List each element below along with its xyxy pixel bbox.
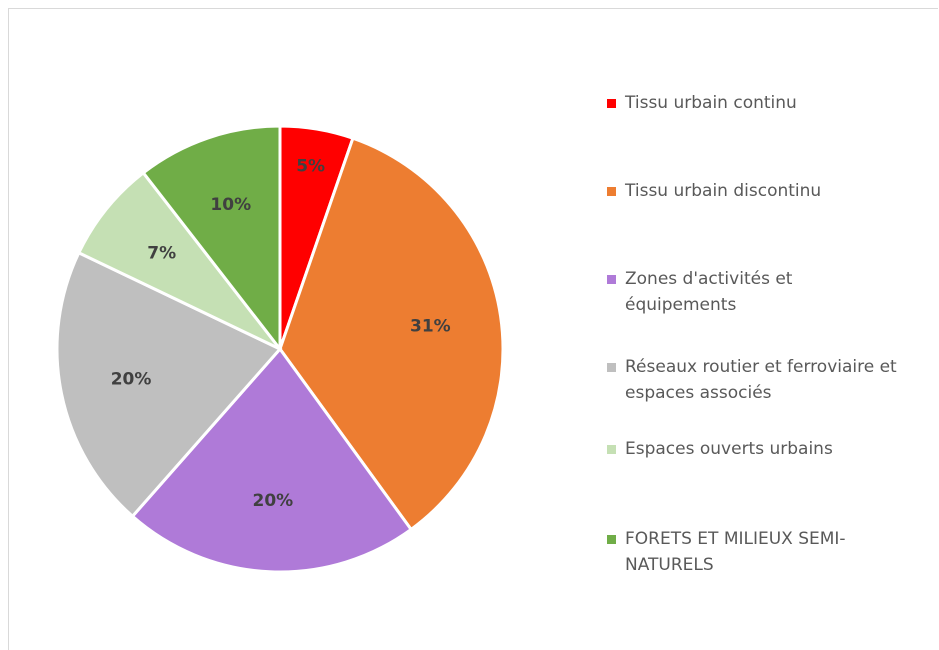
legend-swatch [607, 535, 616, 544]
pie-slice-forets-et-milieux-semi-naturels [141, 124, 282, 354]
data-label-espaces-ouverts-urbains: 7% [147, 244, 176, 264]
legend-swatch [607, 275, 616, 284]
pie-slice-espaces-ouverts-urbains [76, 170, 282, 351]
legend-swatch [607, 99, 616, 108]
pie-slice-zones-d-activites-et-equipements [130, 346, 414, 574]
legend-swatch [607, 187, 616, 196]
legend-swatch [607, 363, 616, 372]
data-label-reseaux-routier-et-ferroviaire-et-espaces-associes: 20% [111, 369, 152, 389]
legend-label: Zones d'activités et équipements [625, 269, 793, 315]
data-label-tissu-urbain-discontinu: 31% [410, 317, 451, 337]
data-label-tissu-urbain-continu: 5% [296, 157, 325, 177]
legend-swatch [607, 445, 616, 454]
legend-label: Réseaux routier et ferroviaire et espace… [625, 357, 897, 403]
pie-slice-reseaux-routier-et-ferroviaire-et-espaces-associes [55, 250, 283, 519]
legend-label: Tissu urbain discontinu [625, 181, 822, 201]
data-label-forets-et-milieux-semi-naturels: 10% [210, 195, 251, 215]
legend-label: Espaces ouverts urbains [625, 439, 833, 459]
data-label-zones-d-activites-et-equipements: 20% [252, 491, 293, 511]
legend-label: FORETS ET MILIEUX SEMI-NATURELS [625, 529, 846, 575]
legend-label: Tissu urbain continu [625, 93, 797, 113]
pie-slice-tissu-urbain-discontinu [278, 136, 505, 532]
